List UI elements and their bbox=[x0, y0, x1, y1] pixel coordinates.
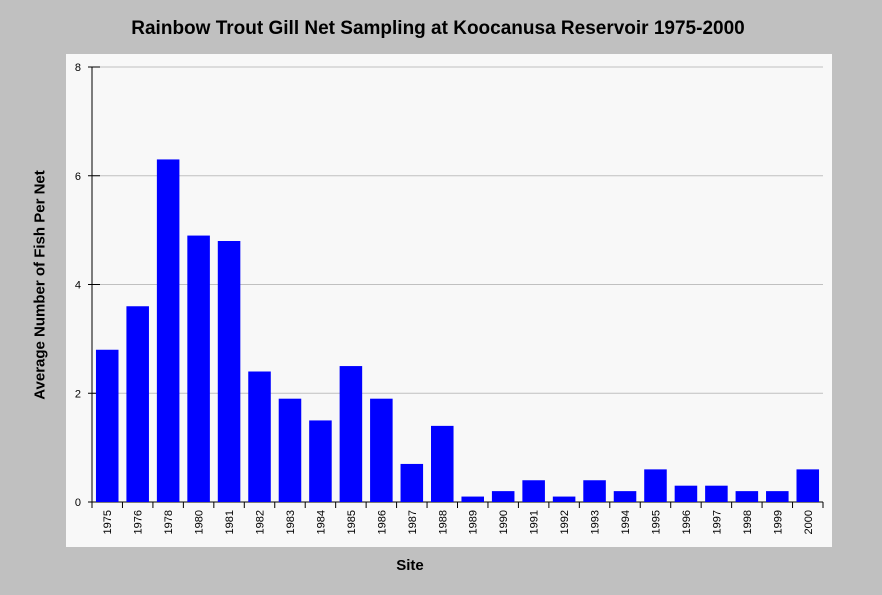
bar-1996 bbox=[674, 485, 698, 502]
bar-1986 bbox=[370, 398, 393, 502]
bar-1981 bbox=[217, 241, 241, 502]
x-tick-label: 1995 bbox=[650, 510, 662, 534]
x-tick-label: 1998 bbox=[742, 510, 754, 534]
bar-1989 bbox=[461, 496, 484, 502]
x-axis-label: Site bbox=[396, 557, 424, 574]
bar-1988 bbox=[431, 425, 454, 502]
bar-2000 bbox=[796, 469, 820, 502]
x-tick-label: 1980 bbox=[194, 510, 206, 534]
bar-1990 bbox=[491, 491, 515, 502]
bar-1978 bbox=[156, 159, 180, 502]
y-tick-label: 6 bbox=[75, 171, 81, 183]
x-tick-label: 1993 bbox=[590, 510, 602, 534]
bar-1999 bbox=[766, 491, 789, 502]
x-tick-label: 1975 bbox=[102, 510, 114, 534]
chart-title: Rainbow Trout Gill Net Sampling at Kooca… bbox=[131, 18, 745, 39]
bar-1983 bbox=[278, 398, 302, 502]
bar-1987 bbox=[400, 463, 424, 502]
x-tick-label: 1978 bbox=[163, 510, 175, 534]
bar-1985 bbox=[339, 366, 363, 502]
y-tick-label: 2 bbox=[75, 388, 81, 400]
x-tick-label: 1989 bbox=[468, 510, 480, 534]
y-tick-label: 4 bbox=[75, 280, 81, 292]
x-tick-label: 1996 bbox=[681, 510, 693, 534]
x-tick-label: 2000 bbox=[803, 510, 815, 534]
x-tick-label: 1988 bbox=[437, 510, 449, 534]
x-tick-label: 1987 bbox=[407, 510, 419, 534]
bar-1992 bbox=[552, 496, 576, 502]
x-tick-label: 1997 bbox=[711, 510, 723, 534]
x-tick-label: 1994 bbox=[620, 510, 632, 534]
x-tick-label: 1982 bbox=[255, 510, 267, 534]
bar-1997 bbox=[705, 485, 728, 502]
y-tick-label: 8 bbox=[75, 62, 81, 74]
bar-1994 bbox=[613, 491, 637, 502]
bar-1982 bbox=[248, 371, 271, 502]
x-tick-label: 1992 bbox=[559, 510, 571, 534]
bar-1984 bbox=[309, 420, 332, 502]
bar-1995 bbox=[644, 469, 667, 502]
y-tick-label: 0 bbox=[75, 497, 81, 509]
bar-1991 bbox=[522, 480, 545, 502]
x-tick-label: 1999 bbox=[772, 510, 784, 534]
x-tick-label: 1981 bbox=[224, 510, 236, 534]
x-tick-label: 1984 bbox=[315, 510, 327, 534]
x-tick-label: 1976 bbox=[133, 510, 145, 534]
x-tick-label: 1985 bbox=[346, 510, 358, 534]
bar-1980 bbox=[187, 235, 210, 502]
bar-1976 bbox=[126, 306, 149, 502]
bar-1993 bbox=[583, 480, 606, 502]
x-tick-label: 1983 bbox=[285, 510, 297, 534]
x-tick-label: 1991 bbox=[529, 510, 541, 534]
x-tick-label: 1990 bbox=[498, 510, 510, 534]
y-axis-label: Average Number of Fish Per Net bbox=[31, 170, 49, 400]
bar-1975 bbox=[95, 349, 119, 502]
x-tick-label: 1986 bbox=[376, 510, 388, 534]
bar-1998 bbox=[735, 491, 759, 502]
